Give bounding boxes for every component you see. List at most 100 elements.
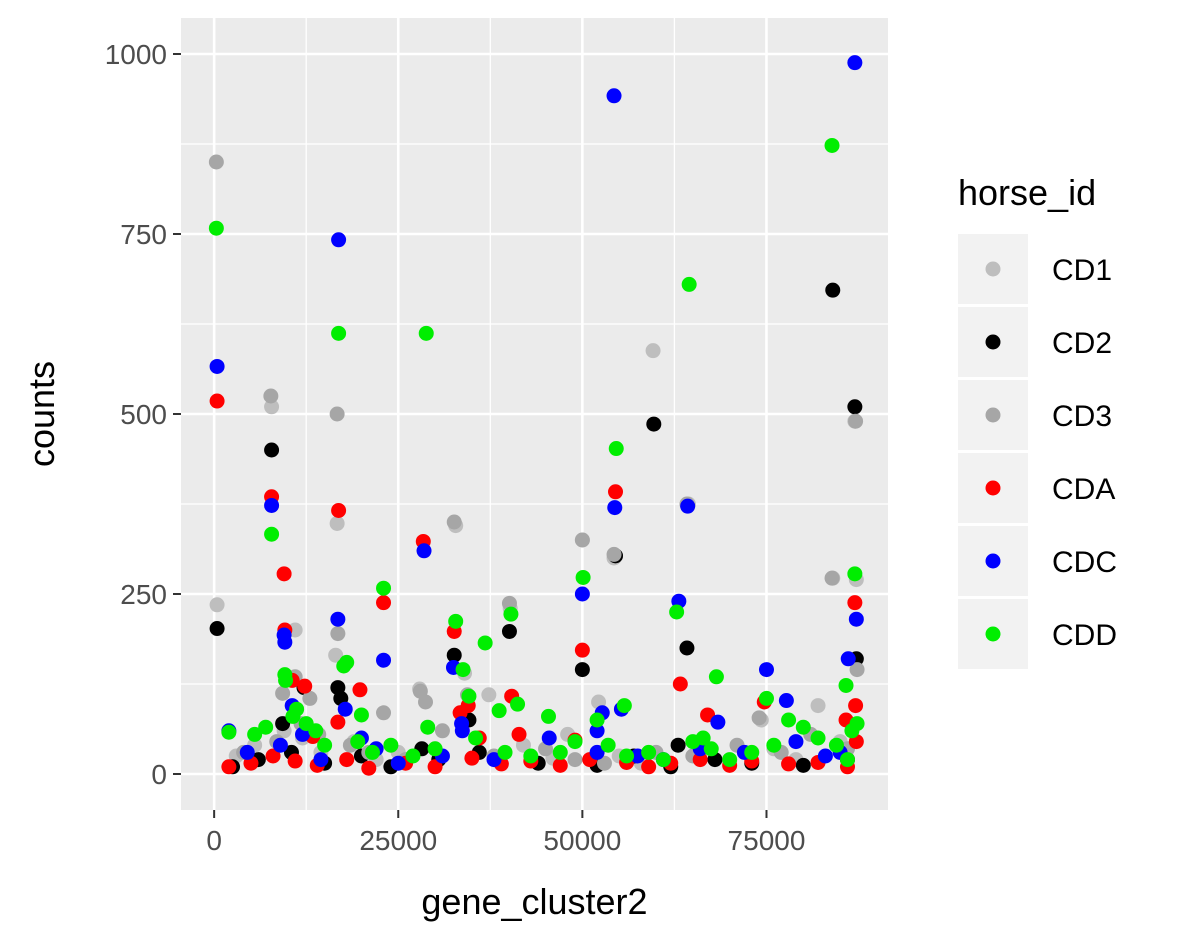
data-point-cdd <box>264 526 280 542</box>
data-point-cdd <box>308 723 324 739</box>
data-point-cdd <box>376 580 392 596</box>
data-point-cd3 <box>376 705 392 721</box>
data-point-cda <box>692 752 708 768</box>
data-point-cdd <box>589 712 605 728</box>
data-point-cd3 <box>263 388 279 404</box>
data-point-cd2 <box>264 442 280 458</box>
data-point-cdc <box>272 737 288 753</box>
legend-key-cda <box>985 480 1001 496</box>
data-point-cdd <box>781 712 797 728</box>
data-point-cda <box>672 676 688 692</box>
data-point-cdd <box>455 662 471 678</box>
y-tick-label: 750 <box>120 219 167 250</box>
data-point-cdd <box>847 566 863 582</box>
data-point-cdd <box>619 748 635 764</box>
data-point-cdd <box>616 698 632 714</box>
y-axis-ticks: 0 250 500 750 1000 <box>105 39 181 790</box>
x-tick-label: 50000 <box>543 825 621 856</box>
legend-key-cd2 <box>985 334 1001 350</box>
data-point-cd1 <box>328 647 344 663</box>
data-point-cdc <box>541 730 557 746</box>
data-point-cda <box>781 756 797 772</box>
data-point-cd2 <box>795 757 811 773</box>
data-point-cd1 <box>810 698 826 714</box>
data-point-cdd <box>838 677 854 693</box>
data-point-cda <box>276 566 292 582</box>
data-point-cdc <box>840 651 856 667</box>
x-tick-label: 75000 <box>728 825 806 856</box>
data-point-cd2 <box>847 399 863 415</box>
data-point-cdd <box>364 744 380 760</box>
x-tick-label: 0 <box>206 825 222 856</box>
data-point-cd2 <box>646 416 662 432</box>
data-point-cd3 <box>275 685 291 701</box>
legend-label-cda: CDA <box>1052 473 1115 506</box>
data-point-cdd <box>766 737 782 753</box>
data-point-cdc <box>239 744 255 760</box>
data-point-cdd <box>567 734 583 750</box>
data-point-cdd <box>258 719 274 735</box>
data-point-cdd <box>339 654 355 670</box>
data-point-cdc <box>330 611 346 627</box>
data-point-cdd <box>420 719 436 735</box>
data-point-cdc <box>848 611 864 627</box>
data-point-cdc <box>376 652 392 668</box>
data-point-cda <box>552 757 568 773</box>
legend-label-cd1: CD1 <box>1052 254 1112 287</box>
data-point-cdc <box>209 358 225 374</box>
data-point-cda <box>287 753 303 769</box>
data-point-cda <box>330 714 346 730</box>
data-point-cdc <box>710 714 726 730</box>
data-point-cda <box>297 678 313 694</box>
data-point-cda <box>427 759 443 775</box>
data-point-cdd <box>722 752 738 768</box>
data-point-cda <box>331 502 347 518</box>
legend-label-cd3: CD3 <box>1052 400 1112 433</box>
data-point-cdc <box>337 701 353 717</box>
data-point-cd1 <box>209 597 225 613</box>
data-point-cdd <box>839 752 855 768</box>
data-point-cdd <box>758 690 774 706</box>
data-point-cd1 <box>329 515 345 531</box>
data-point-cd1 <box>264 399 280 415</box>
data-point-cdd <box>383 737 399 753</box>
y-tick-label: 1000 <box>105 39 167 70</box>
y-tick-label: 250 <box>120 579 167 610</box>
data-point-cda <box>511 726 527 742</box>
data-point-cdd <box>427 741 443 757</box>
data-point-cdd <box>685 734 701 750</box>
legend-label-cd2: CD2 <box>1052 327 1112 360</box>
data-point-cdd <box>641 744 657 760</box>
data-point-cda <box>641 759 657 775</box>
legend-key-cd1 <box>985 261 1001 277</box>
data-point-cd3 <box>446 514 462 530</box>
legend-key-cdd <box>985 626 1001 642</box>
data-point-cdd <box>828 737 844 753</box>
data-point-cd2 <box>679 640 695 656</box>
data-point-cdd <box>552 744 568 760</box>
data-point-cd3 <box>751 710 767 726</box>
data-point-cdc <box>486 752 502 768</box>
data-point-cda <box>847 595 863 611</box>
data-point-cd3 <box>606 546 622 562</box>
data-point-cdc <box>847 55 863 71</box>
data-point-cd2 <box>501 623 517 639</box>
data-point-cdc <box>778 693 794 709</box>
data-point-cdc <box>680 498 696 514</box>
x-tick-label: 25000 <box>359 825 437 856</box>
data-point-cdd <box>810 730 826 746</box>
data-point-cda <box>376 595 392 611</box>
data-point-cdd <box>221 724 237 740</box>
data-point-cd2 <box>446 647 462 663</box>
data-point-cda <box>221 759 237 775</box>
data-point-cdc <box>416 543 432 559</box>
data-point-cd2 <box>574 662 590 678</box>
data-point-cdd <box>247 726 263 742</box>
data-point-cd3 <box>302 690 318 706</box>
data-point-cd2 <box>209 621 225 637</box>
data-point-cd3 <box>329 406 345 422</box>
legend-key-cdc <box>985 553 1001 569</box>
data-point-cdd <box>795 719 811 735</box>
legend-key-cd3 <box>985 407 1001 423</box>
